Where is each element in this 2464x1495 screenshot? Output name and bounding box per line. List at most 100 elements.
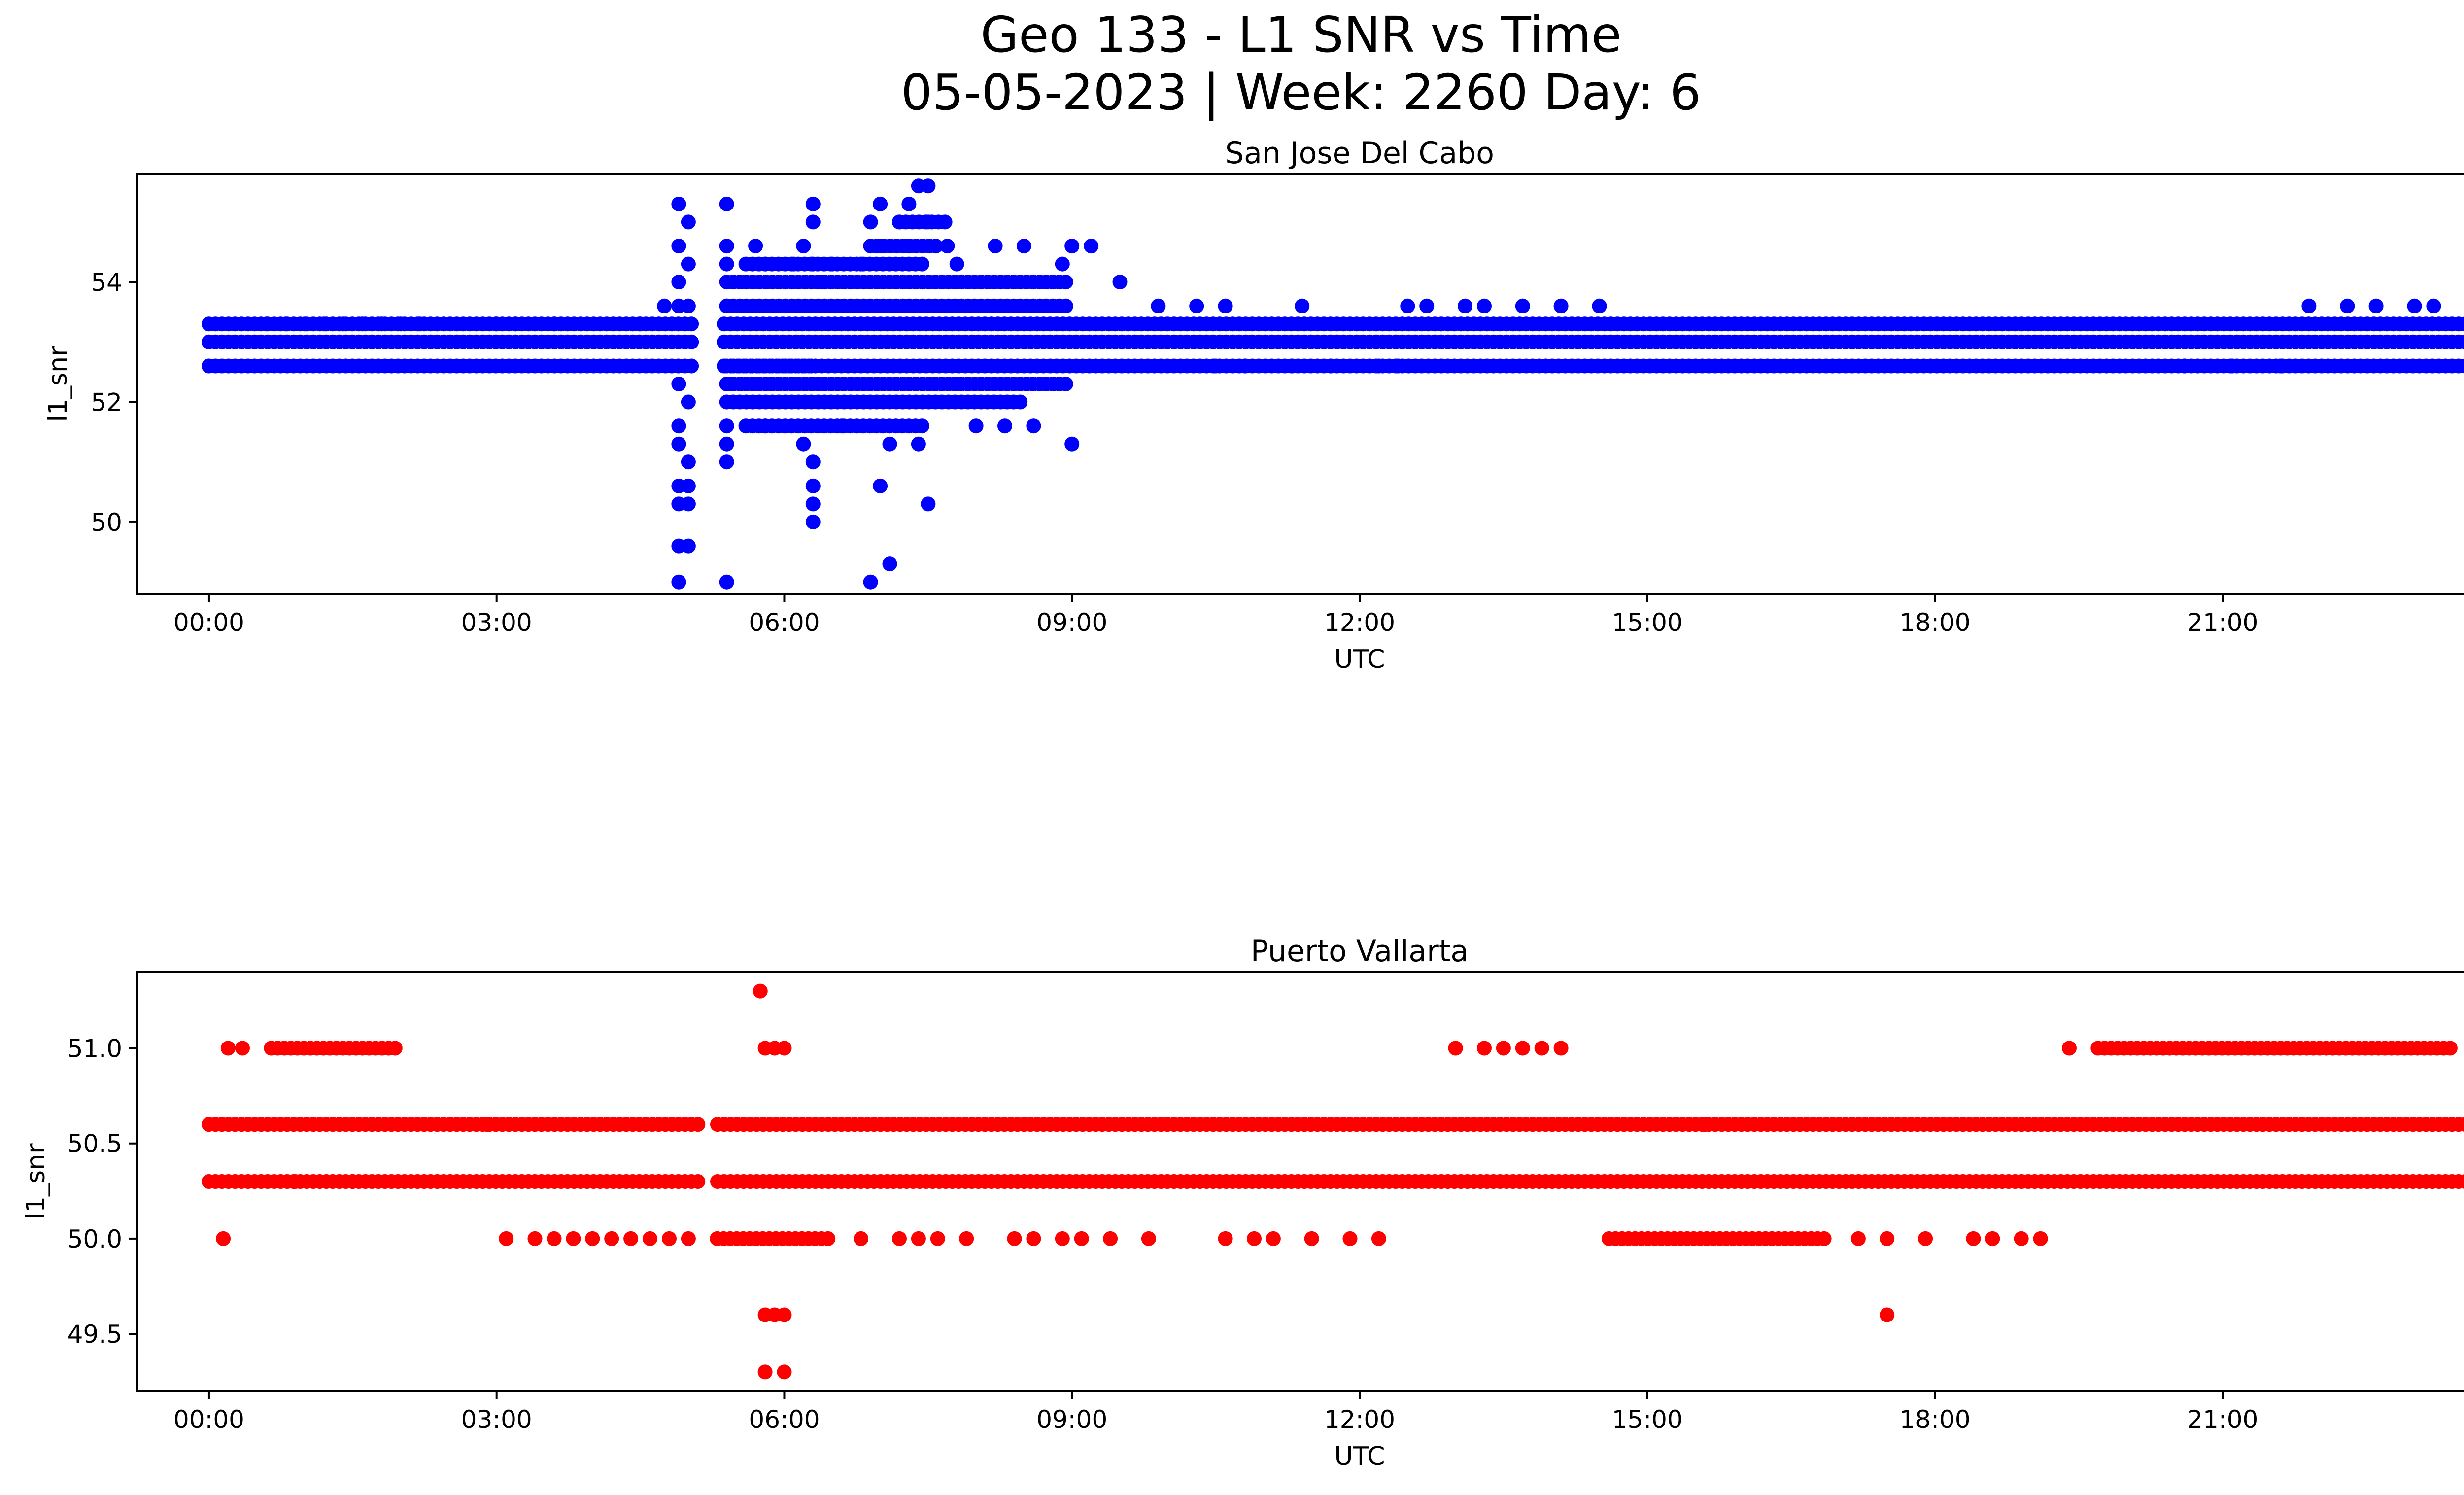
scatter-points xyxy=(201,178,2464,590)
data-point xyxy=(2301,298,2317,313)
y-tick-label: 50.5 xyxy=(68,1130,122,1158)
data-point xyxy=(901,196,917,211)
data-point xyxy=(863,574,878,590)
x-tick-label: 15:00 xyxy=(1612,608,1683,637)
data-point xyxy=(355,316,370,332)
y-tick-label: 54 xyxy=(91,268,122,297)
data-point xyxy=(804,358,819,374)
data-point xyxy=(757,418,773,434)
subplot-title: San Jose Del Cabo xyxy=(1225,136,1494,171)
data-point xyxy=(882,556,897,572)
data-point xyxy=(1985,1231,2000,1246)
data-point xyxy=(1084,239,1099,254)
data-point xyxy=(1515,298,1530,313)
x-tick-label: 12:00 xyxy=(1324,608,1395,637)
figure-title-line1: Geo 133 - L1 SNR vs Time xyxy=(981,6,1622,64)
data-point xyxy=(1592,298,1607,313)
data-point xyxy=(508,316,523,332)
data-point xyxy=(959,1231,974,1246)
data-point xyxy=(805,214,821,230)
data-point xyxy=(796,436,811,452)
data-point xyxy=(1966,1231,1981,1246)
data-point xyxy=(1697,1117,1712,1132)
data-point xyxy=(805,496,821,512)
data-point xyxy=(1007,1231,1022,1246)
data-point xyxy=(681,454,696,470)
data-point xyxy=(2033,1231,2048,1246)
data-point xyxy=(2458,1117,2464,1132)
data-point xyxy=(681,298,696,313)
data-point xyxy=(684,358,699,374)
data-point xyxy=(719,418,734,434)
data-point xyxy=(1026,1231,1041,1246)
data-point xyxy=(1477,298,1492,313)
data-point xyxy=(834,418,850,434)
y-tick-label: 52 xyxy=(91,388,122,417)
data-point xyxy=(220,1041,236,1056)
data-point xyxy=(1208,358,1224,374)
data-point xyxy=(757,256,773,272)
data-point xyxy=(940,239,955,254)
x-tick-label: 09:00 xyxy=(1036,1405,1107,1434)
data-point xyxy=(1151,298,1166,313)
x-tick-label: 21:00 xyxy=(2187,608,2258,637)
data-point xyxy=(1371,358,1386,374)
data-point xyxy=(937,214,953,230)
data-point xyxy=(1295,298,1310,313)
data-point xyxy=(1112,275,1128,290)
data-point xyxy=(681,256,696,272)
data-point xyxy=(633,316,648,332)
data-point xyxy=(914,256,929,272)
data-point xyxy=(278,316,293,332)
data-point xyxy=(1553,298,1569,313)
data-point xyxy=(1016,239,1031,254)
data-point xyxy=(757,1364,773,1380)
data-point xyxy=(2458,316,2464,332)
data-point xyxy=(374,316,389,332)
data-point xyxy=(719,454,734,470)
data-point xyxy=(911,1231,926,1246)
data-point xyxy=(1026,418,1041,434)
data-point xyxy=(1448,1041,1463,1056)
data-point xyxy=(873,478,888,493)
y-axis-label: l1_snr xyxy=(43,346,73,422)
data-point xyxy=(719,574,734,590)
data-point xyxy=(1323,358,1338,374)
data-point xyxy=(671,574,686,590)
data-point xyxy=(1304,1231,1319,1246)
data-point xyxy=(805,196,821,211)
data-point xyxy=(479,1117,495,1132)
data-point xyxy=(499,1231,514,1246)
data-point xyxy=(854,256,869,272)
data-point xyxy=(815,275,830,290)
data-point xyxy=(968,418,984,434)
data-point xyxy=(681,214,696,230)
data-point xyxy=(671,436,686,452)
data-point xyxy=(671,275,686,290)
data-point xyxy=(1496,1041,1511,1056)
data-point xyxy=(1390,358,1405,374)
data-point xyxy=(719,298,734,313)
data-point xyxy=(1218,298,1233,313)
data-point xyxy=(681,478,696,493)
scatter-points xyxy=(201,983,2464,1380)
data-point xyxy=(585,1231,600,1246)
data-point xyxy=(345,1174,360,1189)
data-point xyxy=(863,214,878,230)
data-point xyxy=(623,1231,639,1246)
data-point xyxy=(681,496,696,512)
x-tick-label: 06:00 xyxy=(749,608,820,637)
x-tick-label: 03:00 xyxy=(461,1405,532,1434)
data-point xyxy=(2273,358,2288,374)
data-point xyxy=(681,394,696,410)
data-point xyxy=(719,196,734,211)
x-tick-label: 18:00 xyxy=(1899,1405,1970,1434)
data-point xyxy=(1419,298,1435,313)
data-point xyxy=(1400,298,1415,313)
data-point xyxy=(1074,1231,1089,1246)
data-point xyxy=(657,298,672,313)
data-point xyxy=(1218,1231,1233,1246)
data-point xyxy=(824,256,840,272)
data-point xyxy=(2177,358,2192,374)
data-point xyxy=(1285,358,1300,374)
